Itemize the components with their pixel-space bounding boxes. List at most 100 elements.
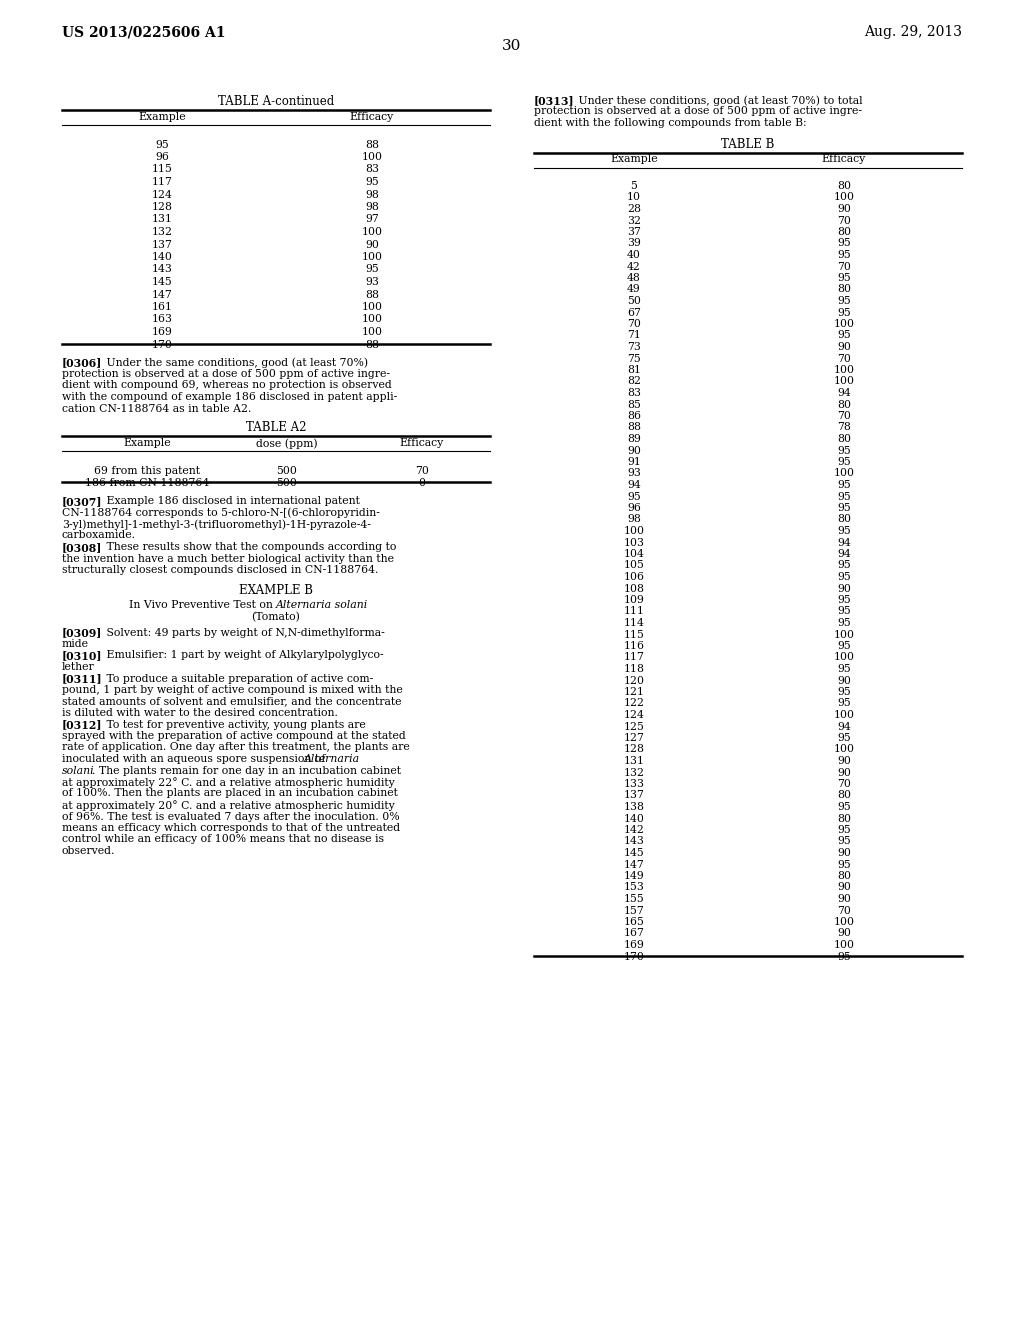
Text: 80: 80	[837, 813, 851, 824]
Text: 70: 70	[837, 779, 851, 789]
Text: Efficacy: Efficacy	[350, 112, 394, 121]
Text: Alternaria: Alternaria	[304, 754, 360, 764]
Text: 142: 142	[624, 825, 644, 836]
Text: Example: Example	[138, 112, 185, 121]
Text: 95: 95	[838, 595, 851, 605]
Text: Example 186 disclosed in international patent: Example 186 disclosed in international p…	[96, 496, 359, 506]
Text: 132: 132	[152, 227, 172, 238]
Text: 114: 114	[624, 618, 644, 628]
Text: 32: 32	[627, 215, 641, 226]
Text: 97: 97	[366, 214, 379, 224]
Text: To test for preventive activity, young plants are: To test for preventive activity, young p…	[96, 719, 366, 730]
Text: 145: 145	[624, 847, 644, 858]
Text: 95: 95	[838, 642, 851, 651]
Text: 115: 115	[624, 630, 644, 639]
Text: 70: 70	[837, 215, 851, 226]
Text: 30: 30	[503, 40, 521, 53]
Text: 95: 95	[838, 330, 851, 341]
Text: 71: 71	[627, 330, 641, 341]
Text: 115: 115	[152, 165, 172, 174]
Text: 132: 132	[624, 767, 644, 777]
Text: 100: 100	[834, 744, 854, 755]
Text: 90: 90	[837, 583, 851, 594]
Text: TABLE A2: TABLE A2	[246, 421, 306, 434]
Text: 95: 95	[838, 572, 851, 582]
Text: EXAMPLE B: EXAMPLE B	[239, 585, 313, 598]
Text: cation CN-1188764 as in table A2.: cation CN-1188764 as in table A2.	[62, 404, 251, 413]
Text: 90: 90	[837, 894, 851, 904]
Text: In Vivo Preventive Test on: In Vivo Preventive Test on	[129, 601, 276, 610]
Text: 137: 137	[624, 791, 644, 800]
Text: 95: 95	[838, 525, 851, 536]
Text: structurally closest compounds disclosed in CN-1188764.: structurally closest compounds disclosed…	[62, 565, 379, 576]
Text: 111: 111	[624, 606, 644, 616]
Text: sprayed with the preparation of active compound at the stated: sprayed with the preparation of active c…	[62, 731, 406, 741]
Text: Emulsifier: 1 part by weight of Alkylarylpolyglyco-: Emulsifier: 1 part by weight of Alkylary…	[96, 651, 384, 660]
Text: 67: 67	[627, 308, 641, 318]
Text: inoculated with an aqueous spore suspension of: inoculated with an aqueous spore suspens…	[62, 754, 329, 764]
Text: 90: 90	[837, 205, 851, 214]
Text: 186 from CN-1188764: 186 from CN-1188764	[85, 478, 209, 488]
Text: CN-1188764 corresponds to 5-chloro-N-[(6-chloropyridin-: CN-1188764 corresponds to 5-chloro-N-[(6…	[62, 507, 380, 517]
Text: is diluted with water to the desired concentration.: is diluted with water to the desired con…	[62, 708, 338, 718]
Text: 169: 169	[624, 940, 644, 950]
Text: 88: 88	[365, 140, 379, 149]
Text: 82: 82	[627, 376, 641, 387]
Text: [0307]: [0307]	[62, 496, 102, 507]
Text: 143: 143	[152, 264, 172, 275]
Text: 95: 95	[838, 308, 851, 318]
Text: 95: 95	[838, 803, 851, 812]
Text: 95: 95	[366, 264, 379, 275]
Text: 163: 163	[152, 314, 172, 325]
Text: 100: 100	[834, 710, 854, 719]
Text: 100: 100	[361, 227, 383, 238]
Text: 157: 157	[624, 906, 644, 916]
Text: 90: 90	[837, 883, 851, 892]
Text: control while an efficacy of 100% means that no disease is: control while an efficacy of 100% means …	[62, 834, 384, 845]
Text: 95: 95	[838, 503, 851, 513]
Text: Aug. 29, 2013: Aug. 29, 2013	[864, 25, 962, 40]
Text: To produce a suitable preparation of active com-: To produce a suitable preparation of act…	[96, 673, 374, 684]
Text: with the compound of example 186 disclosed in patent appli-: with the compound of example 186 disclos…	[62, 392, 397, 403]
Text: 94: 94	[838, 388, 851, 399]
Text: pound, 1 part by weight of active compound is mixed with the: pound, 1 part by weight of active compou…	[62, 685, 402, 696]
Text: 73: 73	[627, 342, 641, 352]
Text: at approximately 20° C. and a relative atmospheric humidity: at approximately 20° C. and a relative a…	[62, 800, 394, 810]
Text: 80: 80	[837, 400, 851, 409]
Text: [0308]: [0308]	[62, 543, 102, 553]
Text: Alternaria solani: Alternaria solani	[276, 601, 369, 610]
Text: 49: 49	[627, 285, 641, 294]
Text: US 2013/0225606 A1: US 2013/0225606 A1	[62, 25, 225, 40]
Text: 95: 95	[155, 140, 169, 149]
Text: 95: 95	[838, 446, 851, 455]
Text: Under these conditions, good (at least 70%) to total: Under these conditions, good (at least 7…	[568, 95, 862, 106]
Text: 90: 90	[627, 446, 641, 455]
Text: 95: 95	[838, 249, 851, 260]
Text: 78: 78	[837, 422, 851, 433]
Text: 28: 28	[627, 205, 641, 214]
Text: 10: 10	[627, 193, 641, 202]
Text: 37: 37	[627, 227, 641, 238]
Text: 95: 95	[838, 825, 851, 836]
Text: [0313]: [0313]	[534, 95, 574, 106]
Text: 105: 105	[624, 561, 644, 570]
Text: protection is observed at a dose of 500 ppm of active ingre-: protection is observed at a dose of 500 …	[62, 370, 390, 379]
Text: 50: 50	[627, 296, 641, 306]
Text: 170: 170	[152, 339, 172, 350]
Text: 109: 109	[624, 595, 644, 605]
Text: 90: 90	[837, 756, 851, 766]
Text: 80: 80	[837, 181, 851, 191]
Text: 103: 103	[624, 537, 644, 548]
Text: 100: 100	[834, 319, 854, 329]
Text: 96: 96	[155, 152, 169, 162]
Text: 95: 95	[627, 491, 641, 502]
Text: 0: 0	[419, 478, 426, 488]
Text: 94: 94	[838, 549, 851, 558]
Text: [0312]: [0312]	[62, 719, 102, 730]
Text: Efficacy: Efficacy	[400, 438, 444, 447]
Text: 5: 5	[631, 181, 637, 191]
Text: 93: 93	[366, 277, 379, 286]
Text: 90: 90	[837, 342, 851, 352]
Text: (Tomato): (Tomato)	[252, 612, 300, 622]
Text: 91: 91	[627, 457, 641, 467]
